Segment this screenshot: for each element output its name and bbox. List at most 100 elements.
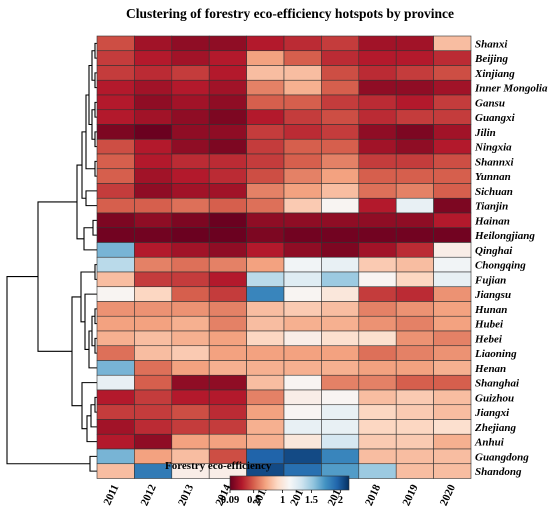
heatmap-cell xyxy=(96,256,135,273)
heatmap-cell xyxy=(321,138,360,155)
heatmap-cell xyxy=(246,109,285,125)
heatmap-cell xyxy=(171,301,210,317)
heatmap-cell xyxy=(208,212,247,229)
heatmap-cell xyxy=(96,35,135,52)
heatmap-cell xyxy=(171,227,210,243)
heatmap-cell xyxy=(358,183,397,199)
dendrogram-branch xyxy=(37,201,77,352)
heatmap-cell xyxy=(208,50,247,66)
heatmap-cell xyxy=(395,374,434,391)
heatmap-cell xyxy=(358,301,397,317)
heatmap-cell xyxy=(433,212,472,229)
heatmap-cell xyxy=(134,94,173,111)
heatmap-cell xyxy=(96,345,135,361)
heatmap-cell xyxy=(321,286,360,302)
heatmap-cell xyxy=(433,433,472,450)
heatmap-cell xyxy=(96,109,135,125)
heatmap-cell xyxy=(171,94,210,111)
row-labels: Shanxi Beijing Xinjiang Inner Mongolia Gansu… xyxy=(474,38,548,478)
heatmap-cell xyxy=(283,94,322,111)
heatmap-cell xyxy=(134,301,173,317)
heatmap-cell xyxy=(208,153,247,170)
heatmap-cell xyxy=(283,419,322,435)
heatmap-cell xyxy=(433,138,472,155)
colorbar xyxy=(229,475,350,491)
heatmap-cell xyxy=(134,271,173,288)
heatmap-cell xyxy=(208,330,247,347)
heatmap-cell xyxy=(208,197,247,214)
heatmap-cell xyxy=(321,50,360,66)
heatmap-cell xyxy=(395,94,434,111)
heatmap-cell xyxy=(358,433,397,450)
heatmap-cell xyxy=(96,301,135,317)
row-label: Qinghai xyxy=(475,245,513,257)
heatmap-cell xyxy=(395,330,434,347)
row-label: Tianjin xyxy=(475,201,508,213)
heatmap-cell xyxy=(208,271,247,288)
heatmap-cell xyxy=(358,138,397,155)
heatmap-cell xyxy=(433,65,472,81)
heatmap-cell xyxy=(358,109,397,125)
heatmap-cell xyxy=(208,227,247,243)
row-label: Guangdong xyxy=(475,451,529,463)
heatmap-cell xyxy=(246,94,285,111)
heatmap-cell xyxy=(321,315,360,332)
heatmap-cell xyxy=(358,419,397,435)
heatmap-cell xyxy=(358,124,397,140)
heatmap-cell xyxy=(395,153,434,170)
heatmap-cell xyxy=(358,360,397,376)
heatmap-cell xyxy=(96,404,135,420)
heatmap-cell xyxy=(433,124,472,140)
row-label: Hubei xyxy=(474,319,504,331)
heatmap-cell xyxy=(246,419,285,435)
heatmap-cell xyxy=(246,315,285,332)
heatmap-cell xyxy=(321,242,360,258)
heatmap-cell xyxy=(395,315,434,332)
heatmap-cell xyxy=(321,79,360,96)
heatmap-cell xyxy=(433,301,472,317)
heatmap-cell xyxy=(433,271,472,288)
heatmap-cell xyxy=(171,330,210,347)
heatmap-cell xyxy=(208,35,247,52)
heatmap-cell xyxy=(246,227,285,243)
dendrogram-branch xyxy=(85,94,95,170)
heatmap-cell xyxy=(395,286,434,302)
heatmap-cell xyxy=(96,419,135,435)
row-label: Hebei xyxy=(474,333,503,345)
heatmap-cell xyxy=(395,35,434,52)
chart-title: Clustering of forestry eco-efficiency ho… xyxy=(126,6,454,21)
heatmap-cell xyxy=(321,227,360,243)
heatmap-cell xyxy=(283,109,322,125)
heatmap-cell xyxy=(433,227,472,243)
heatmap-cell xyxy=(283,315,322,332)
heatmap-cell xyxy=(96,286,135,302)
heatmap-cell xyxy=(395,345,434,361)
row-label: Gansu xyxy=(475,97,505,109)
row-label: Heilongjiang xyxy=(474,230,535,242)
heatmap-cell xyxy=(321,345,360,361)
heatmap-cell xyxy=(171,315,210,332)
heatmap-cell xyxy=(208,242,247,258)
heatmap-cell xyxy=(134,212,173,229)
heatmap-cell xyxy=(358,389,397,406)
dendrogram-branch xyxy=(85,190,97,207)
heatmap-cell xyxy=(283,197,322,214)
heatmap-cell xyxy=(134,330,173,347)
heatmap-cell xyxy=(358,65,397,81)
heatmap-cell xyxy=(171,374,210,391)
heatmap-cell xyxy=(246,345,285,361)
heatmap-cell xyxy=(246,65,285,81)
row-label: Jiangsu xyxy=(474,289,511,301)
heatmap-cell xyxy=(433,286,472,302)
heatmap-cell xyxy=(433,389,472,406)
legend-title: Forestry eco-efficiency xyxy=(165,460,272,472)
heatmap-cell xyxy=(358,168,397,184)
heatmap-cell xyxy=(358,35,397,52)
heatmap-cell xyxy=(171,109,210,125)
heatmap-cell xyxy=(134,138,173,155)
heatmap-cell xyxy=(96,197,135,214)
heatmap-cell xyxy=(96,212,135,229)
heatmap-cell xyxy=(395,301,434,317)
row-label: Guizhou xyxy=(475,392,514,404)
